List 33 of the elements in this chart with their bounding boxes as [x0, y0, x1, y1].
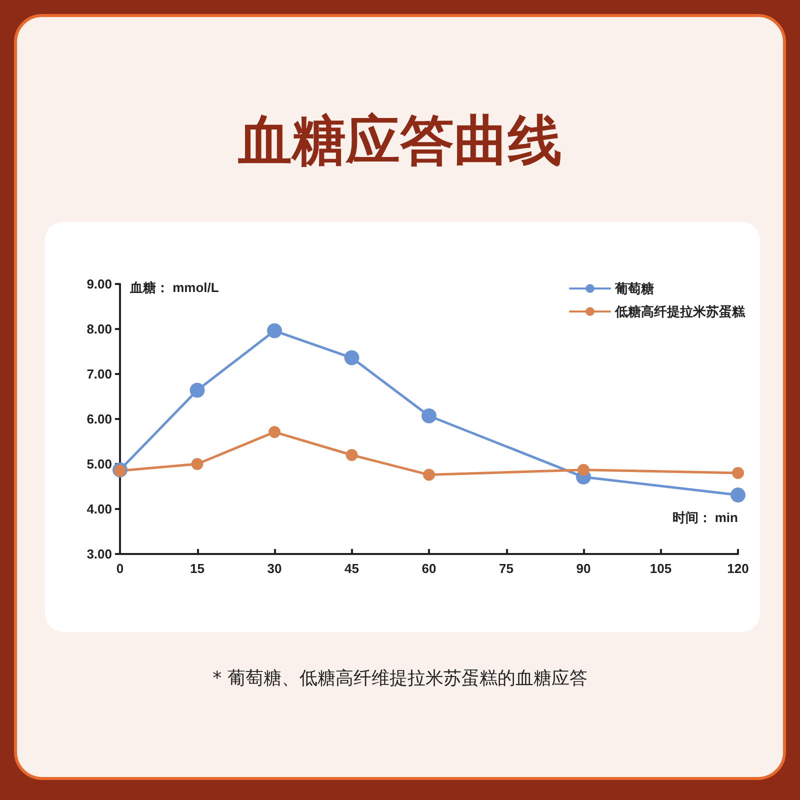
x-tick-label: 105 — [650, 561, 672, 576]
y-axis-title: 血糖： mmol/L — [129, 280, 219, 295]
y-tick-label: 7.00 — [86, 366, 112, 382]
point — [423, 468, 435, 481]
point — [344, 350, 360, 366]
chart-title: 血糖应答曲线 — [237, 108, 563, 174]
y-tick-label: 3.00 — [86, 546, 112, 562]
y-tick-label: 6.00 — [86, 412, 112, 426]
point — [730, 488, 746, 503]
x-tick-label: 75 — [499, 561, 514, 576]
x-tick-label: 45 — [344, 561, 359, 576]
x-tick-label: 90 — [576, 561, 591, 576]
point — [732, 467, 744, 479]
legend-label: 葡萄糖 — [614, 281, 654, 296]
point — [190, 382, 205, 398]
x-tick-label: 15 — [190, 561, 204, 576]
text: * 葡萄糖、低糖高纤维提拉米苏蛋糕的血糖应答 — [212, 667, 588, 690]
x-axis-title: 时间： min — [672, 510, 738, 525]
point — [191, 458, 204, 470]
x-tick-label: 120 — [727, 561, 749, 576]
y-tick-label: 9.00 — [86, 276, 112, 292]
y-tick-label: 8.00 — [86, 322, 112, 336]
x-tick-label: 0 — [116, 561, 124, 576]
x-tick-label: 60 — [422, 561, 436, 576]
point — [267, 323, 282, 338]
legend-label: 低糖高纤提拉米苏蛋糕 — [614, 304, 746, 319]
point — [268, 426, 280, 438]
point — [422, 408, 436, 424]
x-tick-label: 30 — [267, 561, 282, 576]
y-tick-label: 5.00 — [86, 456, 112, 472]
point — [346, 449, 358, 461]
point — [578, 464, 590, 476]
y-tick-label: 4.00 — [86, 502, 112, 516]
